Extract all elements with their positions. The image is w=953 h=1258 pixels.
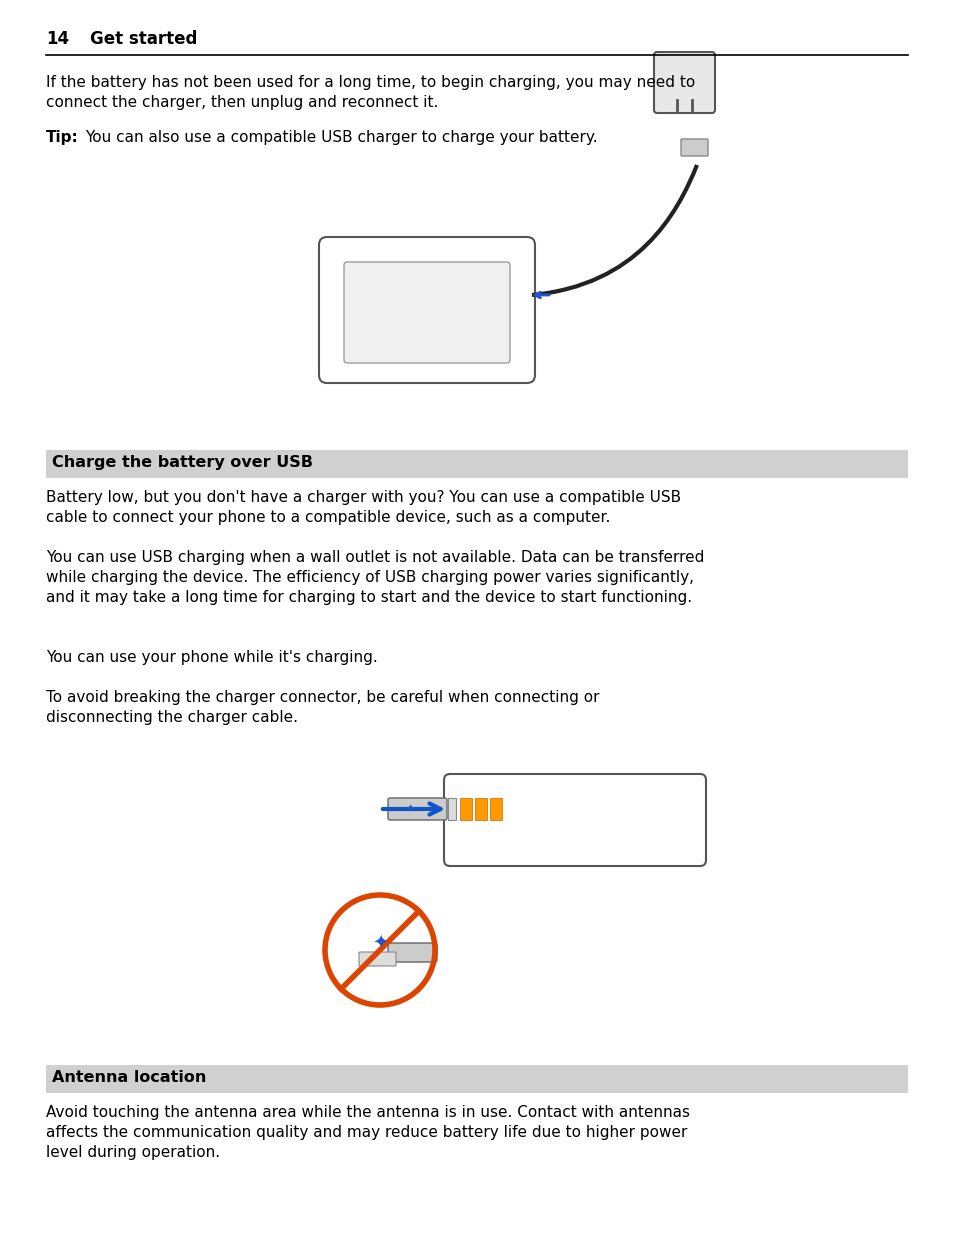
FancyBboxPatch shape [344, 262, 510, 364]
Text: You can use your phone while it's charging.: You can use your phone while it's chargi… [46, 650, 377, 665]
FancyBboxPatch shape [443, 774, 705, 866]
Text: 14: 14 [46, 30, 69, 48]
Bar [459, 798, 472, 820]
FancyBboxPatch shape [388, 944, 436, 962]
FancyBboxPatch shape [46, 450, 907, 478]
FancyBboxPatch shape [46, 1066, 907, 1093]
FancyBboxPatch shape [358, 952, 395, 966]
Bar [490, 798, 501, 820]
Text: You can also use a compatible USB charger to charge your battery.: You can also use a compatible USB charge… [85, 130, 597, 145]
Text: Tip:: Tip: [46, 130, 79, 145]
FancyBboxPatch shape [654, 52, 714, 113]
Text: Charge the battery over USB: Charge the battery over USB [52, 455, 313, 470]
Text: If the battery has not been used for a long time, to begin charging, you may nee: If the battery has not been used for a l… [46, 75, 695, 109]
Text: Battery low, but you don't have a charger with you? You can use a compatible USB: Battery low, but you don't have a charge… [46, 491, 680, 525]
FancyBboxPatch shape [318, 237, 535, 382]
Text: To avoid breaking the charger connector, be careful when connecting or
disconnec: To avoid breaking the charger connector,… [46, 689, 598, 725]
Text: ✦: ✦ [372, 932, 388, 951]
FancyBboxPatch shape [388, 798, 447, 820]
Bar [475, 798, 486, 820]
Text: ✦: ✦ [405, 804, 415, 814]
Text: Get started: Get started [90, 30, 197, 48]
Text: You can use USB charging when a wall outlet is not available. Data can be transf: You can use USB charging when a wall out… [46, 550, 703, 605]
FancyBboxPatch shape [680, 138, 707, 156]
Text: Antenna location: Antenna location [52, 1071, 206, 1084]
Text: Avoid touching the antenna area while the antenna is in use. Contact with antenn: Avoid touching the antenna area while th… [46, 1105, 689, 1160]
Bar [448, 798, 456, 820]
